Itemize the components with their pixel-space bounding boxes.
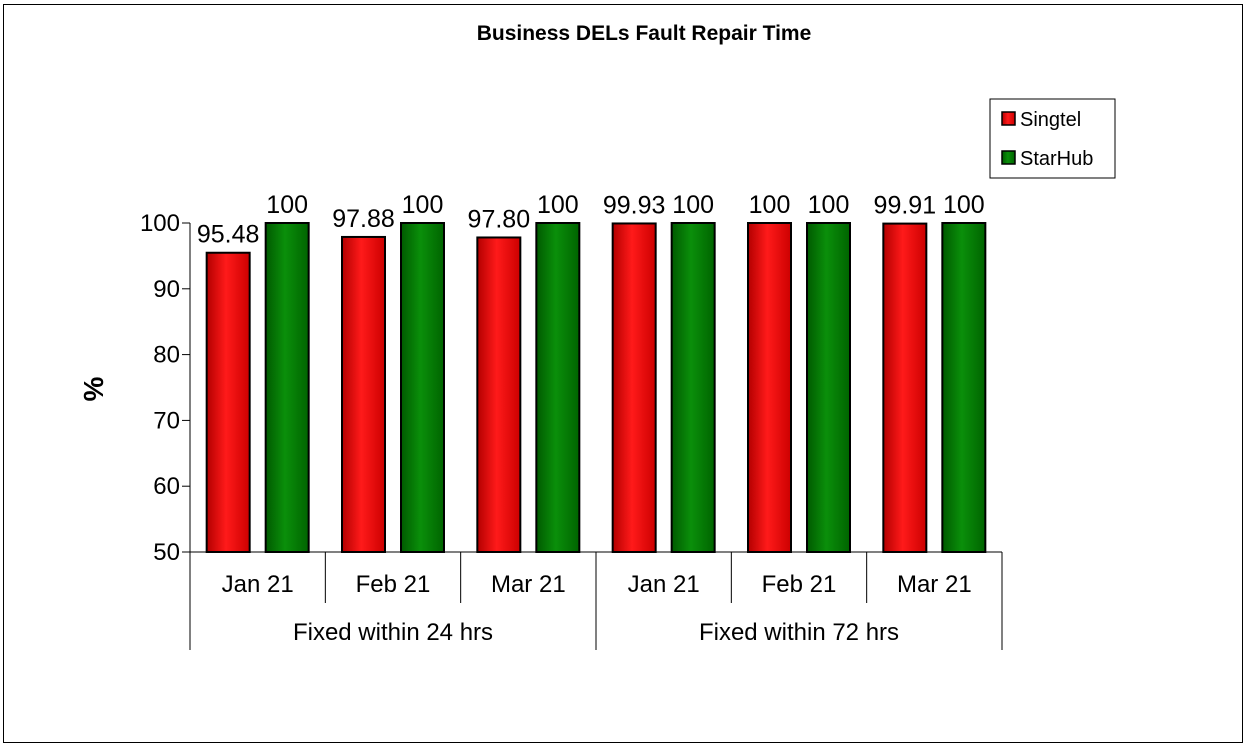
data-label: 100 [537,191,579,219]
x-tick-label: Feb 21 [762,571,837,598]
y-tick-label: 70 [153,407,180,434]
bar-singtel-5 [882,222,928,553]
data-label: 100 [943,191,985,219]
data-label: 100 [266,191,308,219]
data-label: 97.88 [332,205,395,233]
data-label: 100 [749,191,791,219]
bar-singtel-4 [747,222,792,553]
legend-box [989,98,1116,179]
bar-starhub-5 [941,222,987,553]
x-tick-label: Jan 21 [628,571,700,598]
x-group-label: Fixed within 24 hrs [293,619,493,646]
bar-singtel-2 [476,236,522,553]
bar-starhub-4 [806,222,851,553]
data-label: 100 [402,191,444,219]
y-tick-label: 60 [153,473,180,500]
x-tick-label: Jan 21 [222,571,294,598]
x-tick-label: Mar 21 [491,571,566,598]
y-axis: 50 60 70 80 90 100 [140,210,191,566]
bar-starhub-2 [535,222,581,553]
x-axis: Jan 21 Feb 21 Mar 21 Jan 21 Feb 21 Mar 21 Fixe… [189,551,1003,650]
y-tick-label: 80 [153,342,180,369]
bar-singtel-3 [611,222,657,553]
data-label: 95.48 [197,221,260,249]
legend-swatch-singtel [1001,111,1016,126]
data-label: 99.93 [603,191,666,219]
legend-label: Singtel [1020,109,1081,131]
bar-singtel-0 [205,251,251,553]
y-tick-label: 100 [140,210,180,237]
x-tick-label: Mar 21 [897,571,972,598]
data-label: 100 [672,191,714,219]
bar-starhub-0 [264,222,310,553]
bar-starhub-3 [670,222,716,553]
legend-swatch-starhub [1001,150,1016,165]
bar-starhub-1 [400,222,445,553]
bar-singtel-1 [341,235,386,554]
legend: Singtel StarHub [989,98,1116,179]
y-axis-label: % [78,376,109,401]
y-tick-label: 50 [153,539,180,566]
data-label: 97.80 [468,205,531,233]
legend-label: StarHub [1020,148,1093,170]
chart-title: Business DELs Fault Repair Time [477,22,812,45]
data-label: 100 [808,191,850,219]
data-label: 99.91 [874,192,937,220]
x-tick-label: Feb 21 [356,571,431,598]
x-group-label: Fixed within 72 hrs [699,619,899,646]
y-tick-label: 90 [153,276,180,303]
